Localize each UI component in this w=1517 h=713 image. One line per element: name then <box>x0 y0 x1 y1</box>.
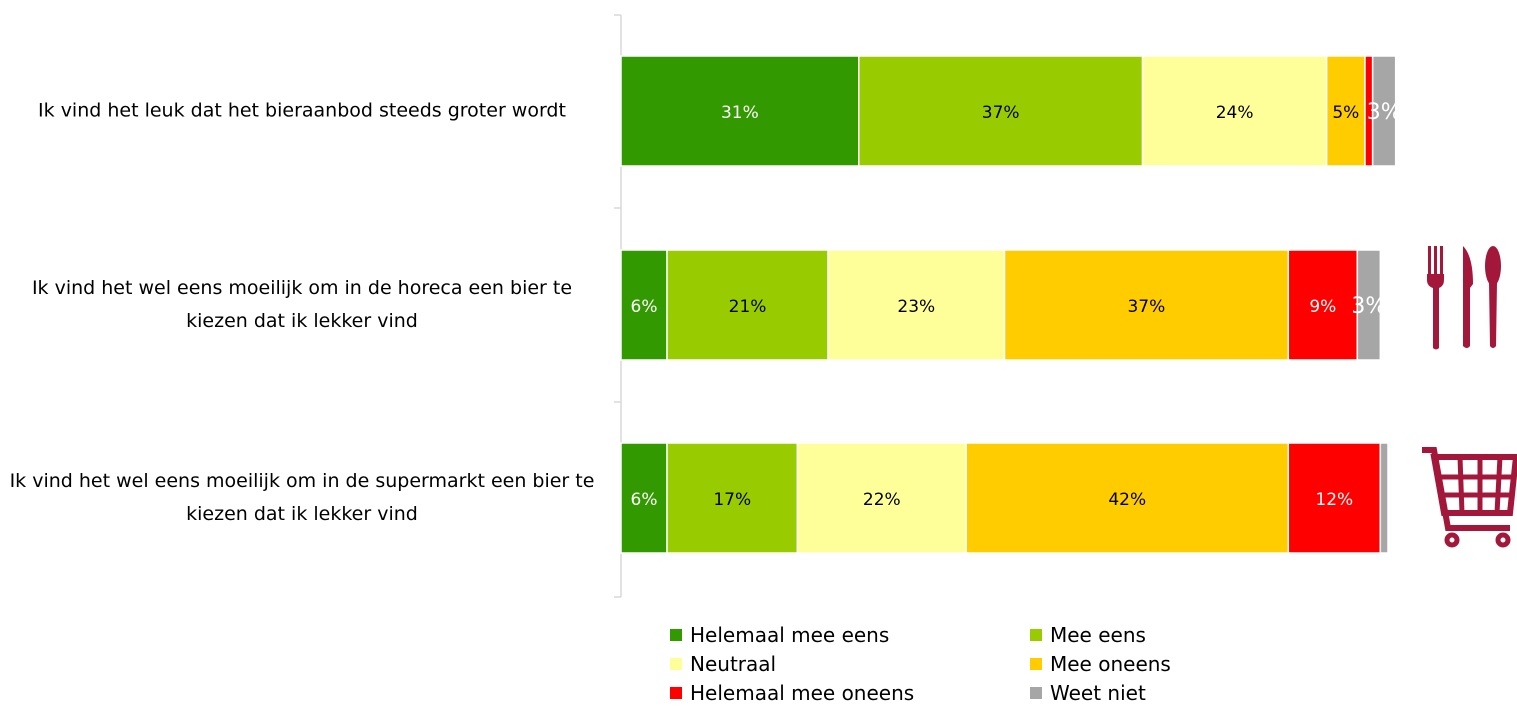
data-label: 12% <box>1315 490 1353 510</box>
data-label: 24% <box>1216 103 1254 123</box>
cart-icon <box>1422 447 1517 548</box>
bar-segment <box>1141 55 1328 167</box>
bar-segment <box>620 249 668 361</box>
bar-segment <box>796 442 967 554</box>
legend-item: Mee oneens <box>1030 652 1171 676</box>
legend-swatch <box>1030 658 1042 670</box>
legend-label: Helemaal mee eens <box>690 623 890 647</box>
legend-swatch <box>1030 629 1042 641</box>
bar-segment <box>1325 55 1366 167</box>
bar-segment <box>1356 249 1382 361</box>
data-label: 31% <box>721 103 759 123</box>
data-label: 22% <box>863 490 901 510</box>
data-label: 42% <box>1108 490 1146 510</box>
bar-segment <box>827 249 1006 361</box>
bar-segment <box>620 442 668 554</box>
category-label: Ik vind het leuk dat het bieraanbod stee… <box>38 99 566 122</box>
data-label: 3% <box>1367 100 1402 125</box>
data-label: 9% <box>1309 297 1336 317</box>
legend-label: Helemaal mee oneens <box>690 681 915 705</box>
axis <box>614 14 622 598</box>
legend-label: Mee eens <box>1050 623 1146 647</box>
data-label: 21% <box>729 297 767 317</box>
category-label: Ik vind het wel eens moeilijk om in de s… <box>9 470 595 525</box>
bar-segment <box>666 249 829 361</box>
legend-swatch <box>670 687 682 699</box>
legend-swatch <box>670 658 682 670</box>
bar-segment <box>858 55 1144 167</box>
bar-segment <box>1379 442 1389 554</box>
legend-label: Mee oneens <box>1050 652 1171 676</box>
data-label: 5% <box>1332 103 1359 123</box>
cutlery-icon <box>1427 246 1501 350</box>
data-label: 37% <box>982 103 1020 123</box>
data-label: 6% <box>631 490 658 510</box>
legend-item: Mee eens <box>1030 623 1146 647</box>
legend-item: Helemaal mee eens <box>670 623 889 647</box>
data-label: 3% <box>1351 294 1386 319</box>
legend-swatch <box>1030 687 1042 699</box>
bar-segment <box>965 442 1290 554</box>
bar-segment <box>1003 249 1290 361</box>
legend-swatch <box>670 629 682 641</box>
bar-segment <box>1371 55 1397 167</box>
bar-segment <box>666 442 799 554</box>
legend-label: Weet niet <box>1050 681 1146 705</box>
data-label: 17% <box>713 490 751 510</box>
bar-segment <box>1287 249 1359 361</box>
category-label: Ik vind het wel eens moeilijk om in de h… <box>31 277 573 332</box>
legend-item: Neutraal <box>670 652 776 676</box>
legend-item: Helemaal mee oneens <box>670 681 914 705</box>
data-label: 37% <box>1127 297 1165 317</box>
legend-item: Weet niet <box>1030 681 1146 705</box>
legend-label: Neutraal <box>690 652 777 676</box>
data-label: 23% <box>897 297 935 317</box>
bar-segment <box>620 55 860 167</box>
data-label: 6% <box>631 297 658 317</box>
